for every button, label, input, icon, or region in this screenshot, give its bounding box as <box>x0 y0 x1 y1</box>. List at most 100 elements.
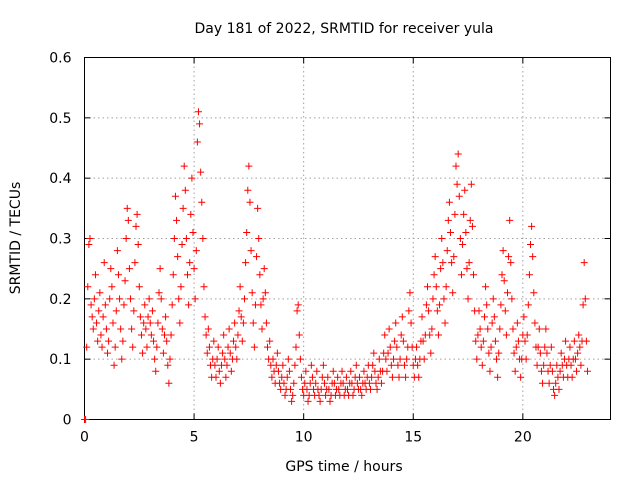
data-point <box>248 289 256 297</box>
data-point <box>523 331 531 339</box>
data-point <box>194 108 202 116</box>
data-point <box>484 325 492 333</box>
data-point <box>200 283 208 291</box>
data-point <box>143 343 151 351</box>
data-point <box>418 313 426 321</box>
data-point <box>334 373 342 381</box>
data-point <box>165 379 173 387</box>
data-point <box>121 277 129 285</box>
data-point <box>145 295 153 303</box>
data-point <box>292 343 300 351</box>
data-point <box>441 319 449 327</box>
data-point <box>256 271 264 279</box>
x-tick-label: 15 <box>404 430 422 446</box>
data-point <box>463 265 471 273</box>
data-point <box>124 216 132 224</box>
data-point <box>447 228 455 236</box>
data-point <box>514 337 522 345</box>
data-point <box>536 349 544 357</box>
data-point <box>187 210 195 218</box>
data-point <box>284 355 292 363</box>
data-point <box>382 355 390 363</box>
data-point <box>551 391 559 399</box>
data-point <box>513 319 521 327</box>
data-point <box>98 343 106 351</box>
data-point <box>240 295 248 303</box>
data-point <box>289 391 297 399</box>
data-point <box>257 301 265 309</box>
data-point <box>117 325 125 333</box>
data-point <box>438 235 446 242</box>
data-point <box>119 337 127 345</box>
data-point <box>283 373 291 381</box>
data-point <box>129 343 137 351</box>
data-point <box>405 307 413 315</box>
data-point <box>396 355 404 363</box>
data-point <box>295 331 303 339</box>
data-point <box>302 367 310 375</box>
y-tick-label: 0.2 <box>49 292 71 308</box>
data-point <box>342 373 350 381</box>
data-point <box>249 319 257 327</box>
data-point <box>135 283 143 291</box>
data-point <box>134 241 142 249</box>
data-point <box>497 301 505 309</box>
data-point <box>210 337 218 345</box>
data-point <box>512 343 520 351</box>
data-point <box>505 253 513 261</box>
data-point <box>120 301 128 309</box>
data-point <box>567 361 575 369</box>
data-point <box>384 349 392 357</box>
data-point <box>133 210 141 218</box>
data-point <box>368 373 376 381</box>
data-point <box>215 367 223 375</box>
data-point <box>254 204 262 212</box>
data-point <box>174 253 182 261</box>
data-point <box>221 355 229 363</box>
data-point <box>339 379 347 387</box>
data-point <box>500 277 508 285</box>
data-point <box>415 373 423 381</box>
data-point <box>466 216 474 224</box>
data-point <box>220 331 228 339</box>
data-point <box>163 337 171 345</box>
data-point <box>219 349 227 357</box>
data-point <box>308 373 316 381</box>
data-point <box>106 295 114 303</box>
data-point <box>453 180 461 188</box>
data-point <box>199 235 207 242</box>
data-point <box>422 301 430 309</box>
data-point <box>224 343 232 351</box>
data-point <box>507 259 515 267</box>
data-point <box>261 289 269 297</box>
data-point <box>99 313 107 321</box>
data-point <box>216 379 224 387</box>
data-point <box>264 343 272 351</box>
data-point <box>356 373 364 381</box>
data-point <box>540 361 548 369</box>
data-point <box>490 313 498 321</box>
data-point <box>537 367 545 375</box>
data-point <box>142 325 150 333</box>
data-point <box>325 385 333 393</box>
data-point <box>175 295 183 303</box>
data-point <box>116 295 124 303</box>
data-point <box>576 343 584 351</box>
data-point <box>285 367 293 375</box>
grid-lines <box>84 57 611 420</box>
data-point <box>432 283 440 291</box>
data-point <box>214 343 222 351</box>
data-point <box>459 241 467 249</box>
data-point <box>503 289 511 297</box>
data-point <box>193 138 201 146</box>
data-point <box>268 373 276 381</box>
data-point <box>548 367 556 375</box>
data-point <box>440 295 448 303</box>
data-point <box>173 216 181 224</box>
data-point <box>546 361 554 369</box>
y-tick-label: 0.6 <box>49 51 71 67</box>
data-point <box>495 349 503 357</box>
data-point <box>255 235 263 242</box>
data-point <box>170 235 178 242</box>
